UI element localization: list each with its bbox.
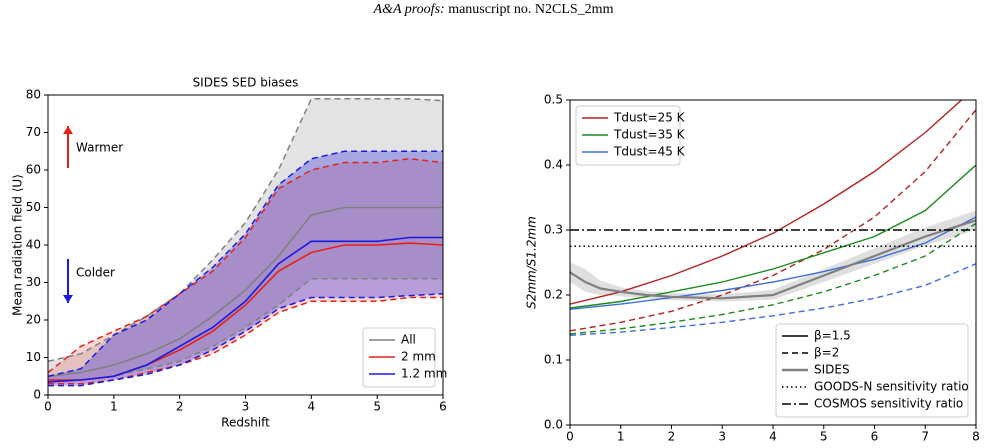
y-tick-label: 0 (33, 388, 41, 402)
legend-box (575, 105, 681, 166)
legend-label: All (401, 333, 416, 347)
manuscript: manuscript no. N2CLS_2mm (448, 2, 614, 17)
y-tick-label: 30 (26, 275, 41, 289)
plot-area (570, 100, 976, 336)
journal: A&A proofs: (373, 2, 445, 17)
legend-label: SIDES (814, 363, 850, 377)
sides-line (570, 219, 976, 300)
ratio-line (570, 216, 976, 310)
y-axis-label: Mean radiation field ⟨U⟩ (11, 174, 25, 316)
y-tick-label: 0.3 (544, 223, 563, 237)
sides-band (570, 210, 976, 302)
legend-label: β=1.5 (814, 329, 851, 343)
legend-label: COSMOS sensitivity ratio (814, 397, 963, 411)
y-tick-label: 0.0 (544, 418, 563, 432)
x-tick-label: 6 (871, 430, 879, 444)
x-tick-label: 4 (308, 400, 316, 414)
y-tick-label: 70 (26, 125, 41, 139)
x-tick-label: 2 (668, 430, 676, 444)
x-tick-label: 0 (44, 400, 52, 414)
chart-title: SIDES SED biases (193, 76, 299, 90)
ratio-line (570, 100, 963, 305)
ratio-line-dashed (570, 222, 976, 335)
legend-label: GOODS-N sensitivity ratio (814, 380, 969, 394)
x-tick-label: 0 (566, 430, 574, 444)
x-tick-label: 1 (617, 430, 625, 444)
x-tick-label: 7 (921, 430, 929, 444)
lower-bound (48, 278, 443, 383)
legend-box (362, 327, 436, 388)
x-tick-label: 4 (769, 430, 777, 444)
legend-label: β=2 (814, 346, 839, 360)
x-tick-label: 6 (439, 400, 447, 414)
annotation: Colder (76, 266, 115, 280)
legend-label: 1.2 mm (401, 367, 447, 381)
y-tick-label: 0.5 (544, 93, 563, 107)
x-tick-label: 3 (718, 430, 726, 444)
range-band (48, 158, 443, 384)
range-band (48, 151, 443, 386)
legend-label: 2 mm (401, 350, 436, 364)
y-tick-label: 80 (26, 88, 41, 102)
y-tick-label: 50 (26, 200, 41, 214)
legend-label: Tdust=35 K (613, 128, 686, 142)
running-header: A&A proofs: manuscript no. N2CLS_2mm (0, 2, 987, 18)
y-tick-label: 0.2 (544, 288, 563, 302)
arrow-head (63, 295, 73, 303)
legend-label: Tdust=25 K (613, 111, 686, 125)
x-axis-label: Redshift (221, 416, 270, 430)
median-line (48, 236, 443, 383)
ratio-line-dashed (570, 263, 976, 336)
y-tick-label: 0.1 (544, 353, 563, 367)
y-axis-label: S2mm/S1.2mm (525, 216, 539, 309)
y-tick-label: 20 (26, 313, 41, 327)
y-tick-label: 0.4 (544, 158, 563, 172)
legend-label: Tdust=45 K (613, 145, 686, 159)
chart: 0 1 2 3 4 5 6 7 8 0.0 0.1 0.2 0.3 0.4 0.5 S2mm/S1.2mm Td… (525, 93, 980, 444)
median-line (48, 206, 443, 378)
x-tick-label: 1 (110, 400, 118, 414)
x-tick-label: 5 (820, 430, 828, 444)
x-tick-label: 3 (242, 400, 250, 414)
y-tick-label: 60 (26, 163, 41, 177)
ratio-line-dashed (570, 109, 976, 332)
legend-box (775, 323, 969, 418)
upper-bound (48, 158, 443, 374)
y-tick-label: 10 (26, 350, 41, 364)
plot-area (48, 98, 443, 387)
annotation: Warmer (76, 141, 123, 155)
y-tick-label: 40 (26, 238, 41, 252)
ratio-line (570, 164, 976, 309)
arrow-head (63, 126, 73, 134)
upper-bound (48, 150, 443, 378)
x-tick-label: 2 (176, 400, 184, 414)
x-tick-label: 5 (373, 400, 381, 414)
x-tick-label: 8 (972, 430, 980, 444)
range-band (48, 98, 443, 382)
